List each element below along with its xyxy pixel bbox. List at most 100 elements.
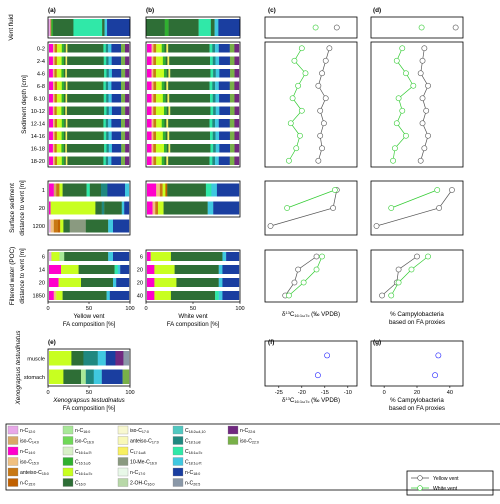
sed-bar-yellow-8-seg-10 <box>108 144 113 153</box>
sed-bar-yellow-1-seg-0 <box>49 56 54 65</box>
sed-bar-white-9-seg-7 <box>168 156 210 165</box>
fa-legend-swatch-10 <box>62 467 74 477</box>
fa-legend-swatch-4 <box>7 467 19 477</box>
sed-bar-yellow-5-seg-5 <box>63 106 66 115</box>
surf-bar-yellow-0-seg-4 <box>62 183 87 197</box>
sed-bar-yellow-2-seg-13 <box>125 69 130 78</box>
d-water-point-yellow-1 <box>395 266 402 273</box>
sed-bar-white-7-seg-5 <box>165 131 168 140</box>
sed-bar-yellow-6-seg-9 <box>105 119 109 128</box>
d-surf-line-white <box>391 189 438 209</box>
g-frame <box>370 340 464 387</box>
sed-bar-white-8-seg-3 <box>155 144 165 153</box>
water-bar-yellow-3-seg-1 <box>53 291 57 300</box>
sed-bar-yellow-7-seg-13 <box>125 131 130 140</box>
fa-legend-label-24: n-C22:6 <box>240 428 255 434</box>
sed-bar-yellow-0-seg-1 <box>53 44 55 53</box>
d-surf-point-yellow-2 <box>373 223 380 229</box>
xlabel-b-1: White vent <box>178 313 208 320</box>
sed-bar-yellow-5-seg-6 <box>65 106 68 115</box>
sed-bar-white-0-seg-5 <box>164 44 167 53</box>
fa-legend-swatch-9 <box>62 457 74 466</box>
sed-tick-5: 10-12 <box>31 109 45 115</box>
fa-legend-swatch-13 <box>117 436 129 445</box>
group-label-vent-fluid: Vent fluid <box>8 14 15 41</box>
sed-bar-white-0-seg-6 <box>166 44 169 53</box>
sed-bar-yellow-6-seg-1 <box>53 119 55 128</box>
xeno-bar-0-seg-5 <box>115 351 124 366</box>
surf-bar-white-0-seg-7 <box>211 183 218 197</box>
vent-frame-d <box>370 16 464 39</box>
water-bar-white-0-seg-0 <box>147 252 151 261</box>
sed-bar-white-2-seg-7 <box>170 69 211 78</box>
sed-bar-yellow-0-seg-11 <box>111 44 122 53</box>
series-legend-label-1: White vent <box>433 486 458 492</box>
d-water-point-white-0 <box>425 253 431 260</box>
water-bar-yellow-0-seg-1 <box>51 252 60 261</box>
sed-bar-yellow-6-seg-10 <box>108 119 112 128</box>
sed-bar-white-3-seg-9 <box>212 81 216 90</box>
sed-bar-white-6-seg-7 <box>168 119 210 128</box>
sed-bar-yellow-3-seg-11 <box>111 81 122 90</box>
xlabel-e-2: FA composition [%] <box>63 405 116 412</box>
fa-legend-label-3: iso-C15:0 <box>20 460 39 466</box>
vent-bar-yellow-seg-4 <box>73 19 103 36</box>
sed-bar-white-4-seg-5 <box>165 94 168 103</box>
sed-bar-white-7-seg-12 <box>229 131 235 140</box>
sed-bar-yellow-2-seg-8 <box>104 69 107 78</box>
surf-frame-b <box>145 180 241 218</box>
fa-legend-swatch-3 <box>7 457 19 466</box>
sed-bar-yellow-1-seg-2 <box>54 56 58 65</box>
sed-bar-yellow-8-seg-0 <box>49 144 54 153</box>
sed-bar-white-3-seg-5 <box>164 81 167 90</box>
xlabel-e-1: Xenograpsus testudinatus <box>52 397 125 404</box>
vent-bar-white-seg-6 <box>218 19 241 36</box>
sed-bar-white-6-seg-5 <box>164 119 167 128</box>
water-tick-y-1: 14 <box>39 268 45 274</box>
sed-bar-white-5-seg-11 <box>219 106 231 115</box>
sed-bar-yellow-4-seg-2 <box>54 94 58 103</box>
fa-legend-swatch-18 <box>172 425 184 435</box>
sed-bar-yellow-5-seg-11 <box>111 106 122 115</box>
sed-bar-yellow-5-seg-10 <box>108 106 113 115</box>
d-surf-point-yellow-0 <box>449 187 455 193</box>
fa-legend-swatch-25 <box>227 436 239 445</box>
sed-bar-white-8-seg-6 <box>168 144 171 153</box>
vent-bar-white-seg-4 <box>210 19 215 36</box>
d-sed-point-white-9 <box>390 157 396 164</box>
f-tick-label-1: -20 <box>298 390 306 396</box>
sed-bar-yellow-6-seg-0 <box>49 119 54 128</box>
sed-bar-yellow-4-seg-11 <box>111 94 122 103</box>
water-bar-yellow-3-seg-4 <box>106 291 110 300</box>
vent-bar-yellow-seg-6 <box>104 19 108 36</box>
group-label-sediment: Sediment depth [cm] <box>21 75 28 134</box>
surf-bar-yellow-0-seg-0 <box>49 183 54 197</box>
g-point-1 <box>432 372 438 379</box>
fa-legend-swatch-19 <box>172 436 184 445</box>
vent-frame-c <box>264 16 358 39</box>
d-sed-line-yellow <box>420 48 429 161</box>
sed-bar-white-5-seg-13 <box>234 106 240 115</box>
fa-legend-swatch-8 <box>62 446 74 456</box>
sed-bar-yellow-3-seg-0 <box>49 81 54 90</box>
c-water-line-yellow <box>284 256 317 296</box>
c-surf-line-white <box>286 189 336 209</box>
xeno-bar-1-seg-1 <box>63 369 82 384</box>
sed-bar-yellow-4-seg-4 <box>61 94 65 103</box>
fa-legend-swatch-14 <box>117 446 129 456</box>
surf-tick-1: 20 <box>39 206 45 212</box>
sed-bar-white-8-seg-8 <box>210 144 214 153</box>
sed-bar-white-5-seg-1 <box>151 106 154 115</box>
group-label-water-1: Filtered water (POC) <box>9 247 16 306</box>
sed-bar-yellow-2-seg-0 <box>49 69 54 78</box>
sed-bar-white-9-seg-10 <box>215 156 219 165</box>
d-sed-point-yellow-5 <box>423 107 430 114</box>
vent-bar-yellow-seg-3 <box>52 19 74 36</box>
vent-bar-yellow-seg-2 <box>51 19 54 36</box>
sed-bar-yellow-5-seg-7 <box>66 106 105 115</box>
d-sed-point-yellow-6 <box>419 120 426 127</box>
sed-bar-yellow-0-seg-5 <box>64 44 66 53</box>
sed-bar-yellow-3-seg-2 <box>54 81 58 90</box>
sed-bar-yellow-2-seg-4 <box>61 69 64 78</box>
